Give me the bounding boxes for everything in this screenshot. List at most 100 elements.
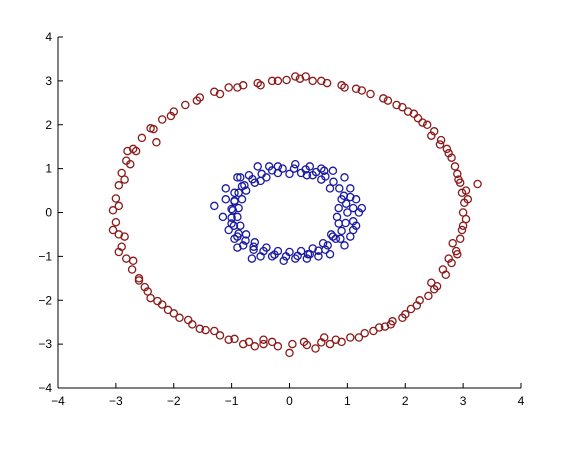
- data-point: [111, 194, 121, 203]
- data-point: [415, 296, 424, 305]
- data-point: [256, 176, 265, 186]
- y-tick-label: −2: [38, 293, 52, 307]
- y-tick-label: −4: [38, 381, 52, 395]
- data-point: [354, 333, 364, 342]
- data-point: [140, 282, 150, 292]
- data-point: [323, 241, 332, 250]
- data-point: [278, 164, 287, 173]
- data-point: [114, 247, 124, 257]
- data-point: [305, 162, 315, 171]
- points-layer: [108, 72, 482, 358]
- data-point: [169, 309, 179, 318]
- data-point: [444, 254, 453, 263]
- data-point: [351, 84, 361, 94]
- data-point: [398, 102, 407, 112]
- data-point: [131, 146, 141, 156]
- data-point: [244, 170, 254, 180]
- data-point: [234, 188, 243, 198]
- data-point: [237, 181, 247, 191]
- data-point: [285, 247, 294, 257]
- data-point: [453, 249, 462, 259]
- data-point: [273, 162, 283, 171]
- x-tick-label: 3: [460, 394, 467, 408]
- data-point: [238, 339, 248, 349]
- x-axis-ticks: −4 −3 −2 −1 0 1 2 3 4: [51, 383, 525, 408]
- data-point: [442, 144, 452, 154]
- x-tick-label: 0: [286, 394, 293, 408]
- data-point: [288, 339, 297, 349]
- data-point: [328, 232, 338, 241]
- data-point: [149, 124, 158, 134]
- data-point: [453, 169, 462, 179]
- data-point: [285, 348, 294, 358]
- data-point: [157, 115, 167, 124]
- data-point: [343, 208, 352, 217]
- data-point: [473, 179, 482, 189]
- y-tick-label: −1: [38, 249, 52, 263]
- y-tick-label: 2: [45, 118, 52, 132]
- data-point: [325, 249, 335, 259]
- data-point: [322, 78, 332, 88]
- data-point: [224, 335, 233, 344]
- x-tick-label: 4: [518, 394, 525, 408]
- series-1: [210, 159, 367, 266]
- data-point: [236, 173, 245, 182]
- data-point: [114, 201, 124, 211]
- data-point: [289, 164, 299, 173]
- data-point: [114, 230, 124, 239]
- data-point: [369, 326, 378, 336]
- data-point: [259, 339, 268, 349]
- data-point: [256, 252, 265, 261]
- data-point: [326, 230, 336, 239]
- data-point: [175, 313, 184, 323]
- data-point: [380, 322, 390, 331]
- data-point: [435, 140, 445, 149]
- data-point: [282, 75, 291, 85]
- data-point: [230, 334, 239, 344]
- data-point: [335, 184, 344, 193]
- data-point: [157, 300, 167, 309]
- data-point: [146, 293, 155, 303]
- y-tick-label: 0: [45, 206, 52, 220]
- data-point: [127, 265, 137, 274]
- data-point: [317, 76, 326, 86]
- data-point: [409, 109, 419, 119]
- x-tick-label: −1: [225, 394, 239, 408]
- data-point: [250, 178, 260, 187]
- data-point: [233, 173, 242, 182]
- data-point: [319, 166, 329, 176]
- data-point: [461, 214, 471, 224]
- data-point: [366, 89, 375, 99]
- data-point: [210, 326, 219, 336]
- data-point: [229, 221, 239, 230]
- x-tick-label: 2: [402, 394, 409, 408]
- data-point: [295, 74, 305, 83]
- data-point: [215, 331, 225, 340]
- data-point: [340, 83, 349, 92]
- data-point: [291, 159, 300, 169]
- data-point: [334, 203, 343, 213]
- data-point: [241, 230, 251, 239]
- data-point: [325, 339, 335, 349]
- data-point: [329, 177, 338, 187]
- data-point: [348, 203, 358, 213]
- x-tick-label: 1: [344, 394, 351, 408]
- data-point: [233, 83, 242, 92]
- data-point: [351, 221, 361, 230]
- data-point: [346, 184, 355, 193]
- data-point: [383, 96, 393, 105]
- data-point: [279, 256, 288, 266]
- data-point: [379, 94, 388, 103]
- data-point: [427, 131, 436, 140]
- data-point: [341, 199, 351, 208]
- data-point: [238, 241, 248, 250]
- data-point: [108, 206, 118, 215]
- data-point: [233, 232, 242, 241]
- data-point: [340, 241, 349, 250]
- data-point: [267, 76, 277, 86]
- data-point: [424, 291, 433, 301]
- data-point: [262, 243, 271, 252]
- data-point: [237, 195, 247, 204]
